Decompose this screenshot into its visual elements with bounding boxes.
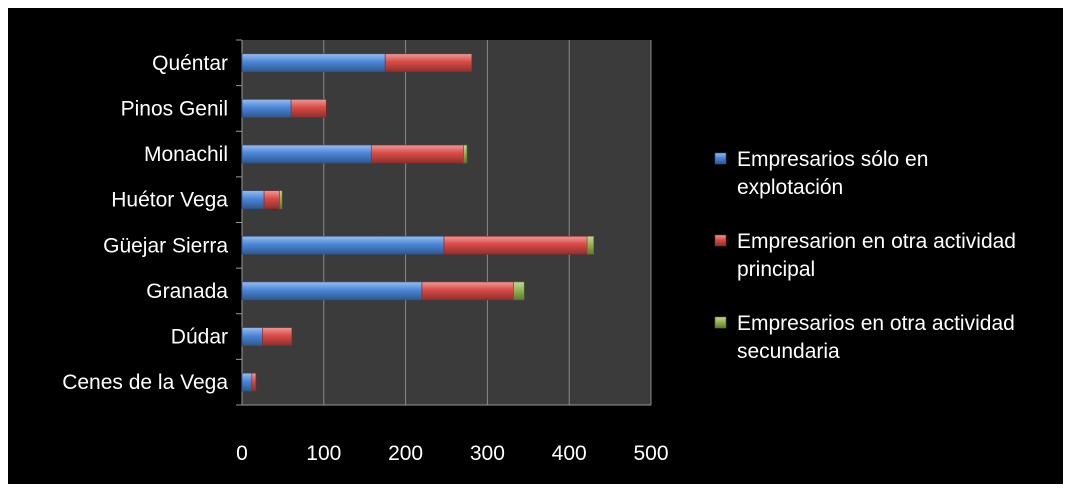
legend: Empresarios sólo en explotación Empresario…: [714, 148, 1016, 363]
bar-segment: [241, 281, 423, 301]
category-label: Quéntar: [152, 52, 228, 75]
bar-segment: [241, 372, 253, 392]
legend-swatch: [714, 234, 727, 247]
category-label: Pinos Genil: [121, 97, 228, 120]
plot-background: [242, 40, 651, 405]
category-labels: Quéntar Pinos Genil Monachil Huétor Vega Güe…: [62, 52, 228, 394]
bar-segment: [241, 190, 265, 209]
bar-segment: [290, 99, 327, 118]
bar-segment: [241, 99, 292, 118]
bar-segment: [443, 236, 588, 255]
legend-label: Empresarion en otra actividad: [737, 230, 1016, 253]
bar-segment: [241, 53, 386, 73]
chart-area: Quéntar Pinos Genil Monachil Huétor Vega Güe…: [8, 8, 1063, 484]
x-tick-label: 500: [633, 442, 668, 465]
category-label: Dúdar: [171, 326, 228, 349]
legend-label: explotación: [737, 176, 843, 199]
category-label: Cenes de la Vega: [62, 371, 228, 394]
category-label: Güejar Sierra: [103, 234, 228, 257]
bar-segment: [263, 190, 280, 209]
legend-swatch: [714, 152, 727, 165]
x-tick-label: 100: [306, 442, 341, 465]
category-label: Huétor Vega: [111, 189, 228, 212]
x-tick-label: 200: [388, 442, 423, 465]
bar-segment: [241, 144, 372, 164]
bar-segment: [251, 372, 257, 392]
bar-segment: [421, 281, 514, 301]
bar-segment: [586, 236, 595, 255]
bar-segment: [241, 236, 445, 255]
bar-segment: [262, 327, 293, 346]
x-tick-labels: 0 100 200 300 400 500: [236, 442, 668, 465]
legend-label: principal: [737, 258, 815, 281]
x-tick-label: 300: [470, 442, 505, 465]
legend-label: secundaria: [737, 340, 840, 363]
bar-segment: [463, 144, 468, 164]
bar-segment: [241, 327, 263, 346]
bars: [241, 53, 595, 392]
bar-segment: [513, 281, 525, 301]
legend-swatch: [714, 316, 727, 329]
legend-label: Empresarios sólo en: [737, 148, 928, 171]
x-tick-label: 0: [236, 442, 248, 465]
bar-segment: [370, 144, 464, 164]
bar-segment: [384, 53, 473, 73]
category-label: Monachil: [144, 143, 228, 166]
category-label: Granada: [146, 280, 228, 303]
legend-label: Empresarios en otra actividad: [737, 312, 1015, 335]
gridlines: [323, 40, 652, 405]
chart-svg: Quéntar Pinos Genil Monachil Huétor Vega Güe…: [62, 39, 1016, 465]
bar-segment: [279, 190, 283, 209]
x-tick-label: 400: [552, 442, 587, 465]
